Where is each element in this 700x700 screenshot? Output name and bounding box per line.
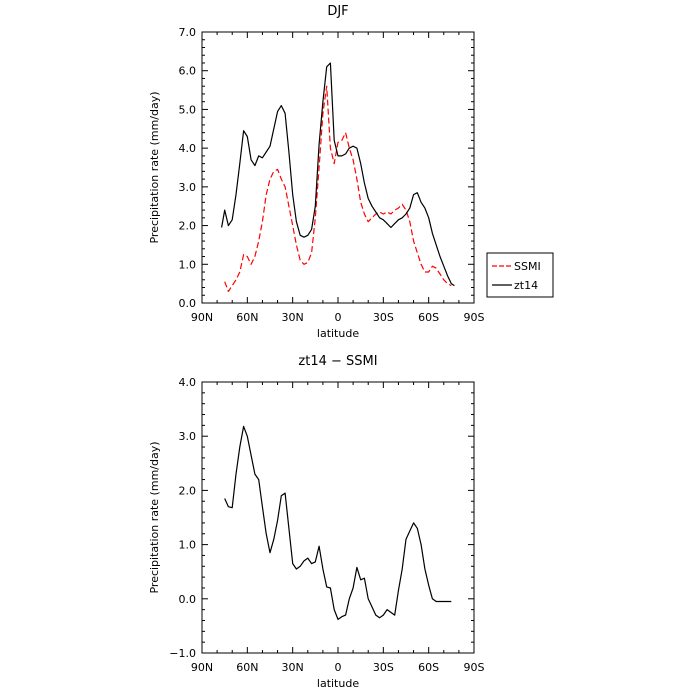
legend-label-zt14: zt14 [514, 279, 538, 292]
plot-frame [201, 381, 475, 654]
y-tick-label: 5.0 [179, 103, 197, 116]
legend-box [486, 252, 554, 298]
x-tick-label: 60S [418, 311, 439, 324]
legend: SSMI zt14 [486, 252, 554, 298]
chart-title: DJF [327, 4, 348, 19]
x-tick-label: 90S [464, 661, 485, 674]
y-axis-label: Precipitation rate (mm/day) [148, 91, 161, 243]
y-axis-label: Precipitation rate (mm/day) [148, 441, 161, 593]
y-tick-label: 3.0 [179, 430, 197, 443]
y-tick-label: 2.0 [179, 220, 197, 233]
y-tick-label: 1.0 [179, 258, 197, 271]
x-tick-label: 30S [373, 661, 394, 674]
y-tick-label: 4.0 [179, 376, 197, 389]
plot-frame [201, 31, 475, 304]
x-tick-label: 90N [191, 311, 213, 324]
series-line-zt14 [221, 62, 455, 287]
y-tick-label: −1.0 [169, 647, 196, 660]
y-tick-label: 7.0 [179, 26, 197, 39]
y-tick-label: 3.0 [179, 181, 197, 194]
series-line-ssmi [224, 85, 452, 292]
x-tick-label: 60S [418, 661, 439, 674]
x-tick-label: 0 [335, 661, 342, 674]
y-tick-label: 2.0 [179, 484, 197, 497]
x-tick-label: 0 [335, 311, 342, 324]
x-tick-label: 30S [373, 311, 394, 324]
bottom-panel: zt14 − SSMI 90N 60N 30N 0 30S 60S 90S −1.0 0.0 1.0… [148, 354, 485, 690]
x-tick-label: 30N [282, 311, 304, 324]
x-axis-label: latitude [317, 327, 359, 340]
legend-label-ssmi: SSMI [514, 260, 541, 273]
x-tick-label: 90N [191, 661, 213, 674]
chart-title: zt14 − SSMI [298, 354, 377, 369]
y-tick-label: 0.0 [179, 593, 197, 606]
top-panel: DJF 90N 60N 30N 0 30S 60S 90S 0.0 1.0 2.0 3.0 4.0 5.0… [148, 4, 485, 340]
x-tick-label: 90S [464, 311, 485, 324]
x-tick-label: 30N [282, 661, 304, 674]
series-line-difference [224, 425, 452, 621]
y-tick-label: 0.0 [179, 297, 197, 310]
x-axis-label: latitude [317, 677, 359, 690]
y-tick-label: 1.0 [179, 539, 197, 552]
y-tick-label: 4.0 [179, 142, 197, 155]
y-tick-label: 6.0 [179, 65, 197, 78]
x-tick-label: 60N [236, 661, 258, 674]
x-tick-label: 60N [236, 311, 258, 324]
